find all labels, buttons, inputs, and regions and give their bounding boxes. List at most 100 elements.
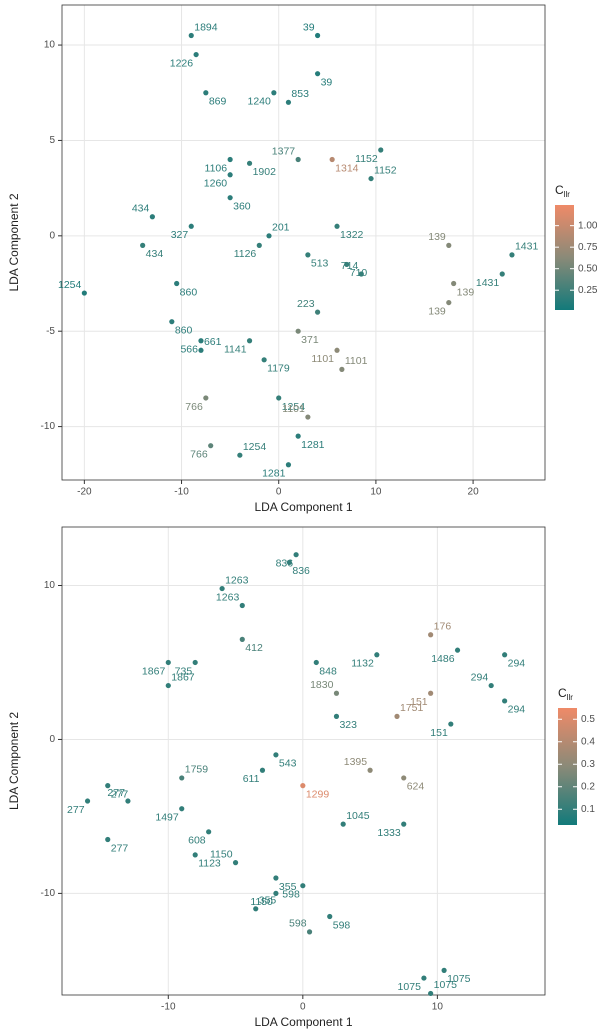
data-point [174,280,180,287]
x-axis-title: LDA Component 1 [254,1015,352,1029]
point-label: 766 [185,401,203,413]
data-point [81,290,87,296]
data-point [285,99,292,105]
data-point [105,836,111,843]
point-label: 1150 [250,896,273,908]
data-point [300,883,306,889]
point-label: 277 [67,804,85,816]
data-point [339,366,345,372]
data-point [333,713,340,719]
x-tick-label: 20 [468,487,480,498]
point-label: 1377 [272,145,296,157]
point-label: 1101 [311,353,334,365]
x-tick-label: 0 [276,487,282,498]
data-point [367,767,373,773]
data-point [329,156,335,163]
data-point [428,632,434,638]
data-point [401,821,407,827]
data-point [421,975,427,981]
data-point [165,682,171,689]
data-point [499,271,505,277]
data-point [208,443,214,449]
data-point [333,690,340,696]
point-label: 277 [107,787,125,799]
colorbar-tick-label: 0.4 [581,736,595,747]
colorbar-tick-label: 1.00 [578,220,598,231]
data-point [334,223,340,229]
colorbar-tick-label: 0.50 [578,263,598,274]
data-point [227,195,233,201]
data-point [271,90,277,96]
data-point [344,261,350,268]
plot-area [62,5,545,480]
panel-border [61,526,546,996]
data-point [276,395,282,401]
data-point [502,652,508,658]
data-point [368,175,374,182]
point-label: 1075 [447,973,471,985]
data-point [165,659,171,666]
chart-panel: -20 -10 0 10 20 -10 -5 0 5 10 1894 1226 869 39 39 1240 8… [7,4,598,514]
y-tick-label: -10 [41,888,56,899]
data-point [179,806,185,812]
point-label: 277 [111,842,129,854]
colorbar-tick-label: 0.75 [578,242,598,253]
data-point [203,395,209,401]
data-point [84,798,91,804]
point-label: 294 [508,704,526,716]
colorbar [555,205,574,310]
point-label: 624 [407,781,425,793]
point-label: 710 [350,267,368,279]
point-label: 1179 [267,363,290,375]
data-point [203,90,209,96]
data-point [446,299,452,306]
data-point [256,242,262,248]
data-point [273,890,279,896]
data-point [237,452,243,458]
point-label: 371 [301,334,319,346]
x-tick-label: -10 [174,487,189,498]
point-label: 860 [175,324,193,336]
point-label: 1431 [476,277,500,289]
point-label: 853 [291,88,309,100]
point-label: 223 [297,298,315,310]
point-label: 735 [175,665,193,677]
data-point [313,659,319,666]
data-point [488,682,494,689]
data-point [378,147,384,153]
data-point [428,990,434,997]
point-label: 1759 [185,764,209,776]
data-point [198,347,204,353]
point-label: 1152 [374,164,397,176]
data-point [334,347,340,353]
data-point [105,783,111,789]
data-point [193,51,199,58]
point-label: 139 [457,286,475,298]
data-point [293,552,299,558]
colorbar-tick-label: 0.2 [581,781,595,792]
point-label: 1152 [355,153,378,165]
point-label: 860 [180,286,198,298]
point-label: 327 [171,229,189,241]
x-tick-label: 10 [432,1002,444,1013]
point-label: 1486 [431,653,455,665]
x-tick-label: 0 [300,1002,306,1013]
data-point [441,967,447,973]
point-label: 1150 [210,848,233,860]
data-point [246,160,253,166]
data-point [401,775,407,781]
data-point [239,636,245,642]
point-label: 434 [132,203,150,215]
point-label: 1431 [515,241,539,253]
point-label: 1141 [224,344,247,356]
data-point [266,233,272,239]
data-point [340,821,346,827]
x-tick-label: 10 [370,487,382,498]
data-point [448,721,454,727]
data-point [374,652,380,658]
point-label: 1226 [170,57,194,69]
point-label: 1101 [345,355,368,367]
colorbar-tick-label: 0.1 [581,804,595,815]
data-point [295,328,301,334]
